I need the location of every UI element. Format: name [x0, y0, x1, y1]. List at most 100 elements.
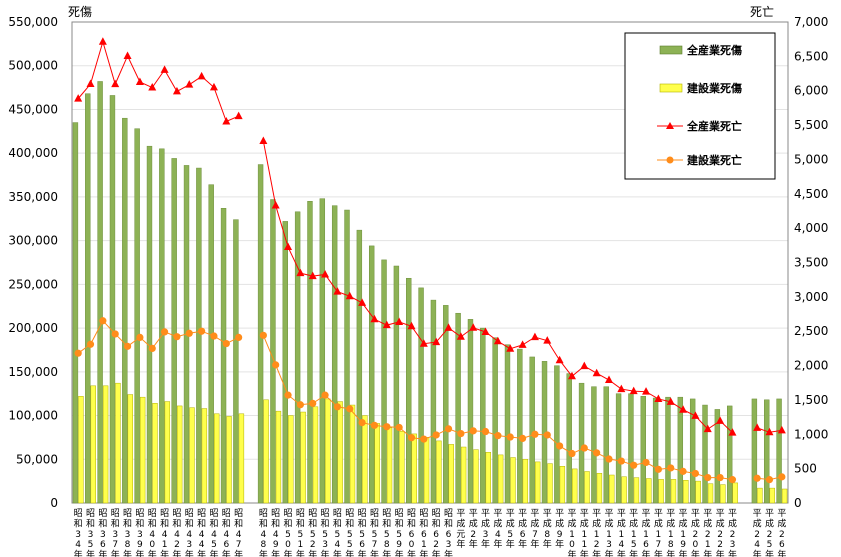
right-tick-label: 2,000 [794, 359, 828, 373]
marker-all-death [419, 339, 428, 347]
bar-all-injury [146, 145, 153, 504]
marker-construction-death [444, 425, 453, 433]
x-tick-label: 昭和 4 2 年 [172, 508, 181, 557]
marker-construction-death [383, 423, 391, 431]
bar-construction-injury [510, 457, 516, 504]
x-tick-label: 昭和 4 5 年 [209, 508, 218, 557]
left-tick-label: 150,000 [8, 365, 58, 379]
marker-all-death [555, 355, 564, 364]
marker-construction-death [173, 333, 181, 341]
left-tick-label: 0 [50, 496, 58, 510]
marker-all-death [753, 423, 762, 431]
bar-construction-injury [448, 444, 454, 504]
marker-construction-death [259, 331, 267, 339]
bar-construction-injury [399, 431, 405, 504]
x-tick-label: 平成 1 4 年 [617, 508, 626, 557]
bar-construction-injury [769, 487, 775, 504]
x-tick-label: 昭和 5 8 年 [382, 508, 391, 557]
bar-all-injury [196, 167, 202, 504]
bar-construction-injury [633, 477, 640, 504]
bar-all-injury [702, 404, 708, 504]
marker-all-death [160, 65, 169, 73]
bar-all-injury [220, 208, 227, 504]
marker-all-death [345, 291, 354, 300]
bar-construction-injury [226, 416, 232, 504]
marker-all-death [567, 371, 576, 380]
x-tick-label: 昭和 5 0 年 [284, 508, 293, 557]
bar-construction-injury [670, 479, 677, 504]
marker-all-death [691, 411, 700, 419]
bar-all-injury [603, 386, 609, 504]
marker-construction-death [185, 329, 193, 337]
bar-all-injury [615, 393, 622, 504]
right-tick-label: 1,000 [794, 427, 828, 441]
bar-construction-injury [534, 461, 541, 504]
bar-all-injury [85, 93, 91, 504]
x-tick-label: 昭和 6 3 年 [444, 508, 453, 557]
marker-all-death [444, 323, 453, 331]
marker-all-death [530, 332, 539, 341]
left-tick-label: 300,000 [8, 234, 58, 248]
bar-construction-injury [720, 484, 726, 504]
marker-all-death [271, 200, 280, 209]
marker-construction-death [222, 339, 230, 348]
bar-all-injury [208, 184, 214, 504]
bar-construction-injury [646, 478, 652, 504]
marker-construction-death [716, 473, 724, 482]
x-tick-label: 昭和 5 5 年 [345, 508, 354, 557]
x-tick-label: 平成 1 0 年 [567, 508, 576, 557]
bar-construction-injury [522, 459, 529, 504]
x-tick-label: 平成 7 年 [530, 508, 539, 550]
marker-all-death [148, 83, 157, 91]
marker-construction-death [753, 474, 761, 482]
marker-construction-death [568, 449, 576, 458]
bar-construction-injury [176, 405, 183, 504]
right-tick-label: 2,500 [794, 324, 828, 338]
marker-construction-death [469, 427, 477, 435]
bar-all-injury [307, 201, 313, 504]
bar-construction-injury [485, 452, 492, 504]
bar-construction-injury [127, 394, 134, 504]
legend-label-construction-death: 建設業死亡 [687, 153, 742, 167]
bar-construction-injury [78, 396, 84, 504]
marker-construction-death [481, 427, 490, 436]
bar-all-injury [578, 382, 585, 504]
marker-all-death [777, 425, 786, 434]
x-tick-label: 昭和 5 2 年 [308, 508, 317, 557]
marker-all-death [679, 405, 688, 413]
marker-construction-death [691, 469, 700, 478]
x-tick-label: 平成 1 3 年 [604, 508, 613, 557]
marker-construction-death [654, 465, 662, 473]
right-tick-label: 3,000 [794, 290, 828, 304]
bar-all-injury [159, 148, 165, 504]
marker-construction-death [346, 405, 354, 413]
bar-all-injury [97, 81, 103, 504]
legend-triangle-icon [666, 122, 674, 129]
x-tick-label: 昭和 4 7 年 [234, 508, 243, 557]
bar-all-injury [233, 219, 239, 504]
bar-all-injury [467, 319, 474, 504]
marker-construction-death [704, 473, 712, 482]
bar-all-injury [628, 393, 634, 504]
x-tick-label: 昭和 6 2 年 [432, 508, 441, 557]
x-tick-label: 昭和 5 7 年 [370, 508, 379, 557]
marker-construction-death [111, 330, 119, 338]
bar-all-injury [652, 397, 659, 504]
bar-construction-injury [288, 415, 294, 504]
legend-swatch-construction-injury [659, 83, 683, 93]
bar-construction-injury [189, 407, 195, 504]
marker-construction-death [494, 432, 502, 440]
bar-construction-injury [349, 404, 356, 504]
x-tick-label: 昭和 5 4 年 [333, 508, 342, 557]
bar-all-injury [356, 229, 363, 504]
marker-construction-death [272, 361, 280, 369]
x-tick-label: 昭和 4 8 年 [259, 508, 268, 557]
marker-all-death [642, 387, 651, 395]
bar-all-injury [566, 373, 572, 504]
right-tick-label: 1,500 [794, 393, 828, 407]
bar-construction-injury [152, 403, 158, 504]
bar-all-injury [726, 405, 733, 504]
marker-all-death [703, 424, 712, 433]
marker-all-death [629, 386, 638, 395]
